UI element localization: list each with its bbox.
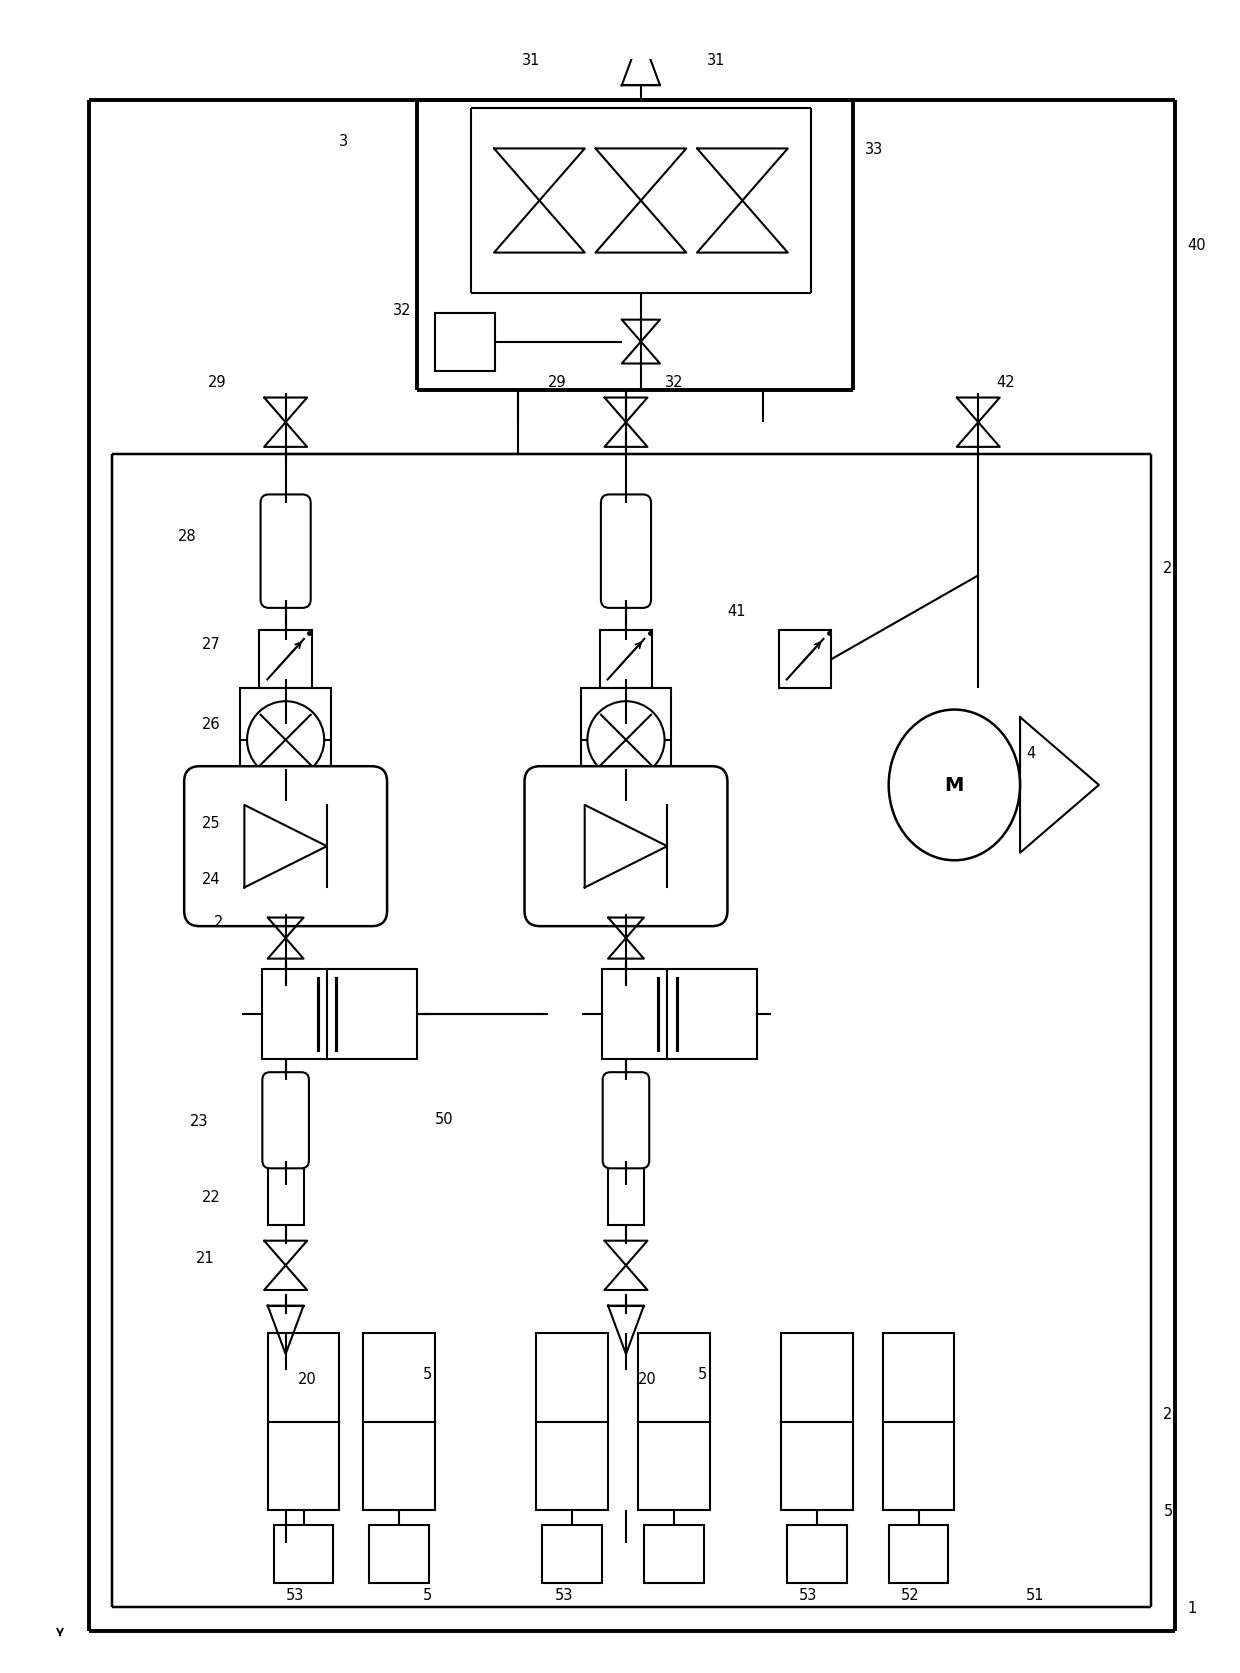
Text: 24: 24 [202, 872, 221, 887]
Text: 5: 5 [698, 1367, 707, 1380]
FancyBboxPatch shape [263, 1072, 309, 1169]
FancyBboxPatch shape [185, 766, 387, 927]
Text: 33: 33 [864, 142, 883, 157]
Text: 51: 51 [1025, 1586, 1044, 1601]
FancyBboxPatch shape [525, 766, 728, 927]
FancyBboxPatch shape [260, 495, 311, 609]
Text: 28: 28 [179, 529, 197, 544]
Bar [259, 631, 312, 689]
Bar [542, 1526, 603, 1583]
Text: 41: 41 [728, 604, 746, 619]
Text: 32: 32 [665, 375, 683, 390]
Text: 4: 4 [1025, 746, 1035, 761]
Bar [268, 1333, 340, 1511]
Text: M: M [945, 776, 963, 795]
Bar [781, 1333, 853, 1511]
Bar [363, 1333, 435, 1511]
Text: 1: 1 [1187, 1599, 1197, 1614]
Circle shape [247, 701, 324, 780]
Bar [644, 1526, 703, 1583]
Text: 53: 53 [554, 1586, 573, 1601]
Text: 2: 2 [1163, 560, 1173, 576]
Text: 40: 40 [1187, 238, 1205, 253]
Bar [600, 631, 652, 689]
Bar [608, 1168, 644, 1225]
Text: 31: 31 [707, 54, 725, 69]
Text: 52: 52 [900, 1586, 919, 1601]
Bar [787, 1526, 847, 1583]
Text: 27: 27 [202, 636, 221, 651]
FancyBboxPatch shape [603, 1072, 650, 1169]
Text: 5: 5 [1163, 1502, 1173, 1517]
Bar [580, 688, 671, 793]
Text: 5: 5 [423, 1586, 433, 1601]
Text: 50: 50 [435, 1111, 454, 1126]
Bar [779, 631, 831, 689]
Text: 31: 31 [522, 54, 539, 69]
Text: 53: 53 [285, 1586, 304, 1601]
Text: 20: 20 [298, 1370, 316, 1385]
Text: 29: 29 [208, 375, 227, 390]
Text: 26: 26 [202, 716, 221, 731]
Text: 20: 20 [637, 1370, 657, 1385]
Bar [883, 1333, 955, 1511]
Text: 29: 29 [548, 375, 567, 390]
Text: 2: 2 [215, 915, 223, 930]
Text: 42: 42 [996, 375, 1014, 390]
Bar [603, 969, 758, 1059]
Bar [241, 688, 331, 793]
FancyBboxPatch shape [601, 495, 651, 609]
Bar [268, 1168, 304, 1225]
Text: 3: 3 [340, 134, 348, 149]
Bar [537, 1333, 608, 1511]
Text: 23: 23 [190, 1113, 208, 1128]
Text: 22: 22 [202, 1190, 221, 1205]
Text: 5: 5 [423, 1367, 433, 1380]
Circle shape [588, 701, 665, 780]
Bar [370, 1526, 429, 1583]
Text: 21: 21 [196, 1250, 215, 1265]
Text: 30: 30 [652, 0, 671, 3]
Ellipse shape [889, 709, 1021, 862]
Text: 53: 53 [799, 1586, 817, 1601]
Text: 25: 25 [202, 815, 221, 830]
Bar [274, 1526, 334, 1583]
Bar [262, 969, 417, 1059]
Bar [889, 1526, 949, 1583]
Text: 2: 2 [1163, 1407, 1173, 1422]
Bar [637, 1333, 709, 1511]
Text: 32: 32 [393, 303, 412, 318]
Bar [435, 313, 495, 371]
